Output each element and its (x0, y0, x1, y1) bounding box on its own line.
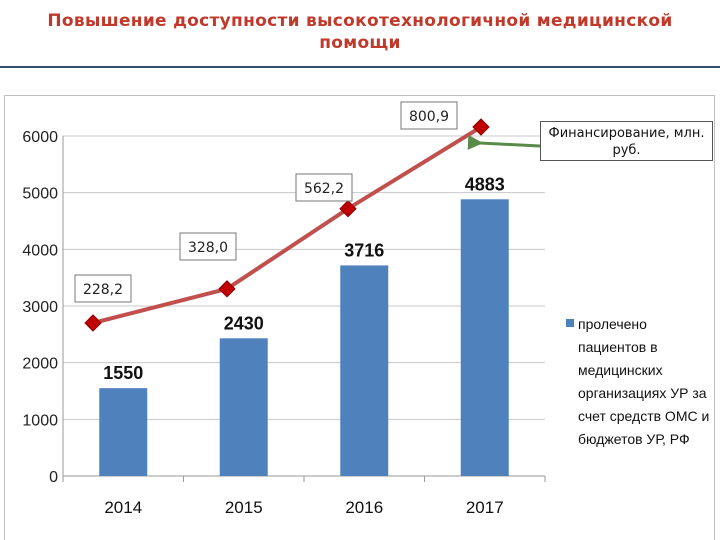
y-tick-label: 0 (49, 469, 58, 486)
bar-value-label: 4883 (465, 174, 505, 194)
line-value-label-box (400, 101, 458, 130)
line-value-label-box (179, 232, 237, 261)
bar (460, 199, 509, 476)
page-header: Повышение доступности высокотехнологично… (0, 0, 720, 66)
x-tick-label: 2014 (104, 498, 142, 517)
x-tick-label: 2015 (225, 498, 263, 517)
legend-label: пролечено пациентов в медицинских органи… (578, 316, 710, 447)
y-tick-label: 6000 (22, 129, 58, 146)
data-labels: 1550 2430 3716 4883 228,2 328,0 562,2 800,9 (74, 101, 505, 383)
line-marker (84, 314, 102, 332)
bar-value-label: 2430 (224, 313, 264, 333)
line-value-label-text: 800,9 (409, 109, 449, 125)
line-value-label-box (295, 173, 353, 202)
x-tick-label: 2016 (345, 498, 383, 517)
financing-line (92, 125, 483, 325)
callout-arrow (467, 134, 541, 150)
bar (219, 338, 268, 476)
bar (340, 265, 389, 476)
line-value-label: 228,2 (74, 274, 132, 303)
line-value-label-text: 328,0 (188, 240, 228, 256)
y-tick-label: 5000 (22, 186, 58, 203)
chart-frame (4, 95, 715, 540)
y-tick-label: 2000 (22, 356, 58, 373)
line-series (84, 118, 490, 332)
page-title: Повышение доступности высокотехнологично… (47, 11, 673, 53)
line-value-label: 562,2 (295, 173, 353, 202)
financing-callout-text: Финансирование, млн. руб. (548, 126, 705, 158)
y-tick-label: 4000 (22, 242, 58, 259)
bar-value-label: 1550 (103, 363, 143, 383)
callout-connector (467, 134, 541, 150)
line-marker (218, 280, 236, 298)
bar-series (99, 199, 509, 476)
line-value-label-text: 228,2 (83, 282, 123, 298)
bar (99, 388, 148, 476)
line-value-label-box (74, 274, 132, 303)
legend-swatch (566, 319, 574, 327)
line-value-label-text: 562,2 (304, 181, 344, 197)
line-marker (339, 199, 357, 218)
header-divider (0, 66, 720, 68)
line-value-label: 328,0 (179, 232, 237, 261)
line-value-label: 800,9 (400, 101, 458, 130)
y-tick-label: 3000 (22, 299, 58, 316)
bar-value-label: 3716 (344, 240, 384, 260)
financing-callout: Финансирование, млн. руб. (540, 121, 713, 161)
y-tick-label: 1000 (22, 412, 58, 429)
x-tick-label: 2017 (466, 498, 504, 517)
